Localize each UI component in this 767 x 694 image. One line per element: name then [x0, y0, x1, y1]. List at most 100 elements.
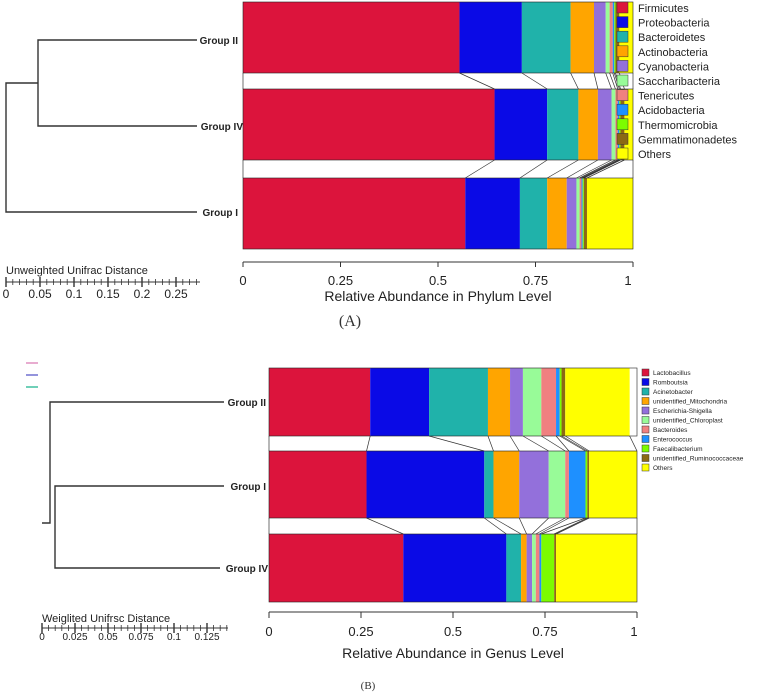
legend-label: Bacteroides [653, 427, 688, 434]
connector-line [518, 517, 527, 535]
bar-segment [579, 178, 582, 249]
bar-segment [526, 534, 533, 602]
legend-label: Actinobacteria [638, 47, 709, 59]
bar-outline [242, 177, 634, 250]
connector-line [539, 517, 570, 535]
legend-label: Others [638, 149, 672, 161]
bar-segment [547, 178, 567, 249]
legend-label: Proteobacteria [638, 18, 710, 30]
bar-segment [583, 178, 587, 249]
bar-segment [521, 534, 527, 602]
legend-swatch [641, 425, 650, 434]
legend-label: Thermomicrobia [638, 120, 718, 132]
connector-line [579, 159, 616, 179]
legend-swatch [641, 406, 650, 415]
connector-line [493, 517, 522, 535]
bar-segment [548, 451, 566, 518]
legend-swatch [616, 103, 629, 116]
bar-segment [243, 89, 495, 160]
bar-outline [268, 367, 638, 437]
connector-line [554, 517, 588, 535]
legend-swatch [641, 368, 650, 377]
bar-segment [519, 178, 548, 249]
dendrogram-branch [54, 485, 224, 569]
group-label: Group I [202, 208, 238, 219]
bar-segment [612, 2, 615, 73]
legend-swatch [616, 118, 629, 131]
distance-scale-title: Weiglited Unifrsc Distance [42, 613, 170, 625]
x-tick-label: 0.5 [429, 273, 447, 288]
connector-line [366, 517, 404, 535]
bar-segment [581, 178, 583, 249]
connector-line [612, 72, 619, 90]
bar-segment [465, 178, 520, 249]
bar-segment [597, 89, 612, 160]
connector-line [519, 159, 548, 179]
panel-a: 0 0.25 0.5 0.75 1 Relative Abundance in … [3, 1, 738, 330]
dendrogram-branch [42, 401, 224, 524]
dendrogram [42, 401, 224, 569]
bar-segment [269, 451, 367, 518]
group-label: Group II [200, 36, 239, 47]
bar-segment [615, 89, 618, 160]
bar-outline [268, 533, 638, 603]
x-tick-label: 0.75 [523, 273, 548, 288]
legend: Lactobacillus Romboutsia Acinetobacter unid… [641, 368, 744, 472]
connector-line [555, 435, 570, 452]
legend-swatch [616, 147, 629, 160]
legend-swatch [616, 1, 629, 14]
x-axis-title: Relative Abundance in Phylum Level [324, 288, 551, 304]
connector-line [547, 159, 579, 179]
bar-segment [609, 2, 613, 73]
distance-scale [5, 277, 200, 287]
connector-line [521, 72, 548, 90]
legend-swatch [616, 30, 629, 43]
bar-segment [535, 534, 540, 602]
connector-line [605, 72, 612, 90]
x-tick-label: 0.75 [532, 624, 557, 639]
bar-segment [547, 89, 579, 160]
bar-segment [532, 534, 536, 602]
legend-label: Bacteroidetes [638, 32, 706, 44]
bar-segment [403, 534, 507, 602]
bar-segment [243, 2, 460, 73]
x-tick-label: 0.5 [444, 624, 462, 639]
distance-tick-label: 0 [39, 632, 45, 643]
bar-segment [624, 89, 633, 160]
bar-segment [561, 368, 566, 436]
x-ticks [242, 262, 634, 267]
legend-label: Escherichia-Shigella [653, 408, 712, 415]
bar-segment [556, 368, 560, 436]
legend-label: Cyanobacteria [638, 61, 710, 73]
connector-line [561, 435, 588, 452]
bar-segment [366, 451, 485, 518]
distance-tick-label: 0.075 [128, 632, 153, 643]
bar-segment [243, 178, 466, 249]
bar-segment [565, 368, 630, 436]
legend-label: Acidobacteria [638, 105, 706, 117]
legend-swatch [616, 45, 629, 58]
legend-label: Others [653, 465, 673, 472]
connector-line [487, 435, 494, 452]
connector-line [566, 159, 599, 179]
legend-label: unidentified_Chloroplast [653, 418, 723, 425]
bar-segment [494, 89, 548, 160]
bar-segment [484, 451, 494, 518]
connector-line [509, 435, 520, 452]
connector-line [522, 435, 549, 452]
bar-segment [493, 451, 520, 518]
distance-tick-label: 0.1 [167, 632, 181, 643]
connector-line [531, 517, 549, 535]
x-tick-label: 1 [624, 273, 631, 288]
legend-swatch [641, 387, 650, 396]
distance-tick-label: 0.05 [28, 287, 52, 301]
group-label: Group IV [226, 564, 269, 575]
bar-segment [565, 451, 569, 518]
legend-swatch [616, 16, 629, 28]
legend-label: Lactobacillus [653, 370, 691, 377]
distance-scale-title: Unweighted Unifrac Distance [6, 265, 148, 277]
connector-line [570, 72, 579, 90]
group-label: Group IV [201, 122, 244, 133]
bar-segment [576, 178, 580, 249]
x-tick-label: 1 [630, 624, 637, 639]
